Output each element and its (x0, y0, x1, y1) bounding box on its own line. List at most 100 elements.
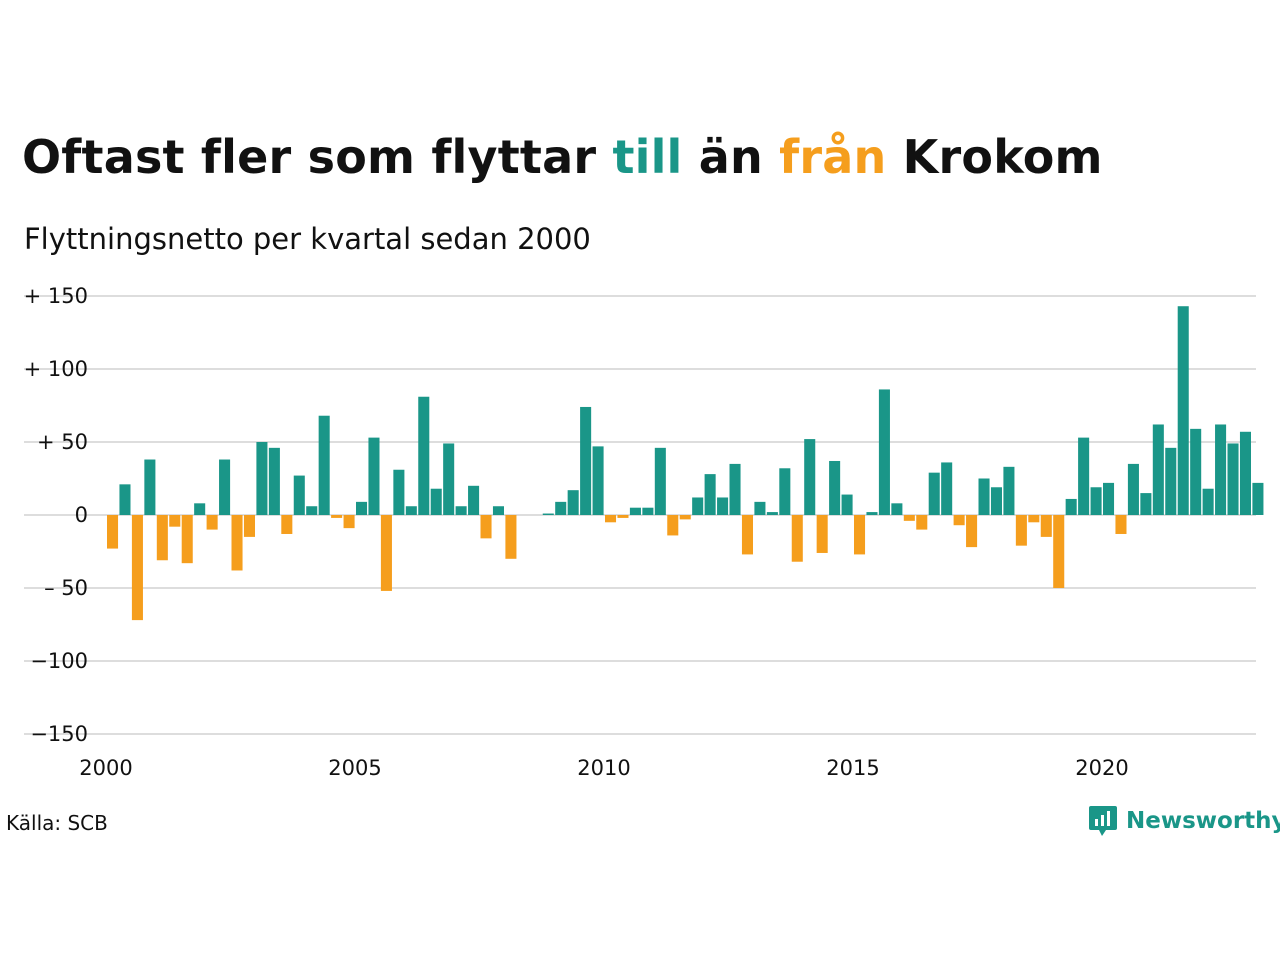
bar (804, 439, 816, 515)
bar (455, 506, 467, 515)
y-tick-label: + 100 (24, 357, 88, 381)
bar (567, 490, 579, 515)
bar (181, 515, 193, 564)
bar (393, 469, 405, 515)
chart-subtitle: Flyttningsnetto per kvartal sedan 2000 (24, 222, 591, 256)
bar (1078, 437, 1090, 515)
y-tick-label: + 150 (24, 284, 88, 308)
bar (1090, 487, 1102, 515)
logo-text: Newsworthy (1126, 808, 1280, 834)
newsworthy-chart-bubble-icon (1089, 806, 1117, 836)
bar (1140, 493, 1152, 515)
y-tick-label: −100 (30, 649, 88, 673)
bar (293, 475, 305, 515)
bar (194, 503, 206, 515)
bar (953, 515, 965, 526)
bar (1239, 431, 1251, 515)
bar (1127, 463, 1139, 515)
bar (468, 485, 480, 515)
bar (256, 442, 268, 515)
bar (555, 501, 567, 515)
y-axis-labels: + 150 + 100 + 50 0 – 50 −100 −150 (24, 284, 88, 746)
bar (1040, 515, 1052, 537)
bar (107, 515, 119, 549)
bar (505, 515, 517, 559)
bar (380, 515, 392, 591)
bar (903, 515, 915, 521)
bar (754, 501, 766, 515)
bar (642, 507, 654, 515)
bar (219, 459, 231, 515)
bar (1053, 515, 1065, 588)
bar (679, 515, 691, 520)
title-part-3: Krokom (886, 130, 1103, 184)
bar (1115, 515, 1127, 534)
y-tick-label: – 50 (44, 576, 88, 600)
bar (717, 497, 729, 515)
bar (430, 488, 442, 515)
chart-title: Oftast fler som flyttar till än från Kro… (22, 130, 1103, 184)
bar (318, 415, 330, 515)
bar (779, 468, 791, 515)
bar (629, 507, 641, 515)
x-tick-label: 2020 (1075, 756, 1128, 780)
bar (741, 515, 753, 555)
bar (131, 515, 143, 621)
bar (281, 515, 293, 534)
bar (854, 515, 866, 555)
x-tick-label: 2010 (577, 756, 630, 780)
bar (966, 515, 978, 548)
bar (480, 515, 492, 539)
bar (331, 515, 343, 518)
bar (1152, 424, 1164, 515)
bar (306, 506, 318, 515)
bar (1003, 466, 1015, 515)
bar (891, 503, 903, 515)
bar (206, 515, 218, 530)
bar (841, 494, 853, 515)
bar (729, 463, 741, 515)
bar (1103, 482, 1115, 515)
bar (268, 447, 280, 515)
x-axis-labels: 2000 2005 2010 2015 2020 (79, 756, 1128, 780)
x-tick-label: 2000 (79, 756, 132, 780)
bar (492, 506, 504, 515)
bar (1190, 428, 1202, 515)
bar (169, 515, 181, 527)
bar (667, 515, 679, 536)
bar (1028, 515, 1040, 523)
bar (418, 396, 430, 515)
bar (1165, 447, 1177, 515)
bar (580, 406, 592, 515)
bar (978, 478, 990, 515)
x-tick-label: 2005 (328, 756, 381, 780)
y-tick-label: 0 (75, 503, 88, 527)
bar (1177, 306, 1189, 515)
newsworthy-logo[interactable]: Newsworthy (1088, 804, 1280, 838)
bar (443, 443, 455, 515)
x-tick-label: 2015 (826, 756, 879, 780)
bar (144, 459, 156, 515)
bar (1202, 488, 1214, 515)
bar (592, 446, 604, 515)
bar (1227, 443, 1239, 515)
bar (119, 484, 131, 515)
bar (1015, 515, 1027, 546)
bar (816, 515, 828, 553)
bar (1065, 498, 1077, 515)
bar (156, 515, 168, 561)
bar (829, 460, 841, 515)
bar (916, 515, 928, 530)
bar (941, 462, 953, 515)
bar (368, 437, 380, 515)
y-tick-label: −150 (30, 722, 88, 746)
bar (766, 512, 778, 515)
bar (243, 515, 255, 537)
bar (605, 515, 617, 523)
bar (692, 497, 704, 515)
bar (990, 487, 1002, 515)
bar (542, 513, 554, 515)
title-part-2: än (682, 130, 780, 184)
bar (791, 515, 803, 562)
bar (878, 389, 890, 515)
